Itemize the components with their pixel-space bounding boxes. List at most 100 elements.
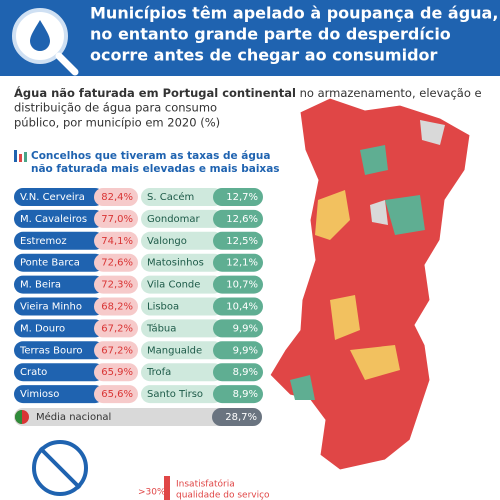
row-value: 82,4%: [101, 192, 133, 203]
name-pill: [141, 297, 223, 316]
name-pill: [14, 385, 104, 404]
name-pill: [14, 341, 104, 360]
row-name: Tábua: [146, 322, 176, 334]
value-pill: [213, 231, 263, 250]
value-pill: [94, 188, 138, 206]
row-name: Estremoz: [20, 236, 67, 247]
name-pill: [14, 363, 104, 382]
value-pill: [94, 363, 138, 382]
header-band: [0, 0, 500, 76]
list-icon: [14, 150, 17, 162]
value-pill: [94, 319, 138, 338]
value-pill: [213, 188, 263, 206]
value-pill: [213, 297, 263, 316]
title-line: Municípios têm apelado à poupança de águ…: [90, 4, 498, 23]
row-value: 77,0%: [101, 214, 133, 225]
name-pill: [141, 275, 223, 294]
row-name: Gondomar: [147, 214, 201, 225]
row-name: V.N. Cerveira: [20, 192, 85, 203]
value-pill: [213, 209, 263, 228]
map: [269, 97, 471, 471]
value-pill: [94, 231, 138, 250]
title-line: no entanto grande parte do desperdício: [90, 25, 451, 44]
value-pill: [213, 341, 263, 360]
row-name: Mangualde: [147, 345, 202, 356]
row-name: M. Cavaleiros: [20, 214, 87, 225]
row-name: Matosinhos: [147, 258, 204, 269]
row-value: 12,6%: [226, 214, 258, 225]
title-line: ocorre antes de chegar ao consumidor: [90, 46, 438, 65]
name-pill: [14, 209, 104, 228]
row-name: Crato: [20, 367, 47, 378]
name-pill: [14, 275, 104, 294]
tap-icon: [38, 446, 82, 490]
row-value: 8,9%: [233, 389, 258, 400]
subtitle-bold: Água não faturada em Portugal continenta…: [14, 85, 296, 100]
row-name: Trofa: [146, 367, 171, 378]
value-pill: [94, 297, 138, 316]
value-pill: [94, 341, 138, 360]
name-pill: [141, 341, 223, 360]
icon-handle: [55, 52, 79, 76]
legend-label: qualidade do serviço: [176, 491, 270, 500]
list-title: Concelhos que tiveram as taxas de água: [31, 150, 270, 162]
map-region: [370, 200, 388, 225]
list-title: não faturada mais elevadas e mais baixas: [31, 163, 280, 175]
row-value: 10,4%: [226, 302, 258, 313]
name-pill: [141, 231, 223, 250]
row-value: 12,1%: [226, 258, 258, 269]
row-name: M. Douro: [20, 323, 65, 334]
subtitle-rest: no armazenamento, elevação e: [296, 86, 482, 100]
row-value: 65,6%: [101, 389, 133, 400]
map-region: [385, 195, 425, 235]
national-name: Média nacional: [36, 411, 111, 423]
row-value: 74,1%: [101, 236, 133, 247]
map-region: [350, 345, 400, 380]
row-name: Valongo: [147, 236, 187, 247]
row-value: 9,9%: [233, 323, 258, 334]
name-pill: [141, 188, 223, 206]
national-value-pill: [212, 408, 262, 426]
name-pill: [14, 297, 104, 316]
list-icon: [24, 152, 27, 162]
value-pill: [94, 209, 138, 228]
value-pill: [213, 363, 263, 382]
row-name: Vieira Minho: [20, 302, 82, 313]
name-pill: [141, 209, 223, 228]
value-pill: [213, 275, 263, 294]
row-value: 68,2%: [101, 302, 133, 313]
value-pill: [213, 253, 263, 272]
row-value: 10,7%: [226, 280, 258, 291]
row-value: 72,6%: [101, 258, 133, 269]
value-pill: [94, 253, 138, 272]
name-pill: [141, 319, 223, 338]
name-pill: [141, 253, 223, 272]
row-name: Vila Conde: [147, 280, 200, 291]
tap-icon: [32, 440, 88, 496]
row-name: Ponte Barca: [20, 258, 80, 269]
row-value: 65,9%: [101, 367, 133, 378]
name-pill: [14, 253, 104, 272]
value-pill: [94, 385, 138, 404]
name-pill: [14, 319, 104, 338]
legend-swatch: [164, 476, 170, 500]
map-region: [330, 295, 360, 340]
map-region: [360, 145, 388, 175]
row-value: 72,3%: [101, 280, 133, 291]
value-pill: [213, 319, 263, 338]
subtitle: público, por município em 2020 (%): [14, 116, 220, 130]
row-value: 9,9%: [233, 345, 258, 356]
value-pill: [94, 275, 138, 294]
drop-icon: [30, 20, 50, 51]
value-pill: [213, 385, 263, 404]
row-value: 67,2%: [101, 345, 133, 356]
row-name: Lisboa: [147, 302, 179, 313]
map-region: [290, 375, 315, 400]
row-name: Terras Bouro: [19, 345, 82, 356]
row-value: 12,7%: [226, 192, 258, 203]
flag-icon: [15, 410, 22, 424]
row-name: Vimioso: [20, 389, 59, 400]
legend-range: >30%: [138, 488, 166, 498]
national-pill: [14, 408, 262, 426]
